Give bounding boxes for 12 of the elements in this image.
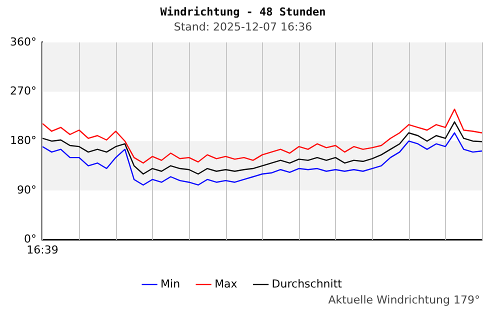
x-tick-label: 16:39: [26, 243, 58, 256]
text: Aktuelle Windrichtung 179°: [328, 293, 480, 306]
y-tick-label: 0°: [24, 232, 36, 246]
legend-label: Durchschnitt: [272, 277, 343, 290]
y-tick-label: 270°: [10, 84, 36, 98]
y-tick-label: 360°: [10, 35, 36, 48]
chart-subtitle: Stand: 2025-12-07 16:36: [174, 20, 312, 34]
legend-label: Min: [160, 277, 180, 290]
y-tick-label: 90°: [16, 183, 36, 196]
legend-label: Max: [214, 277, 238, 290]
chart-title: Windrichtung - 48 Stunden: [160, 5, 326, 18]
y-tick-label: 180°: [10, 134, 36, 147]
